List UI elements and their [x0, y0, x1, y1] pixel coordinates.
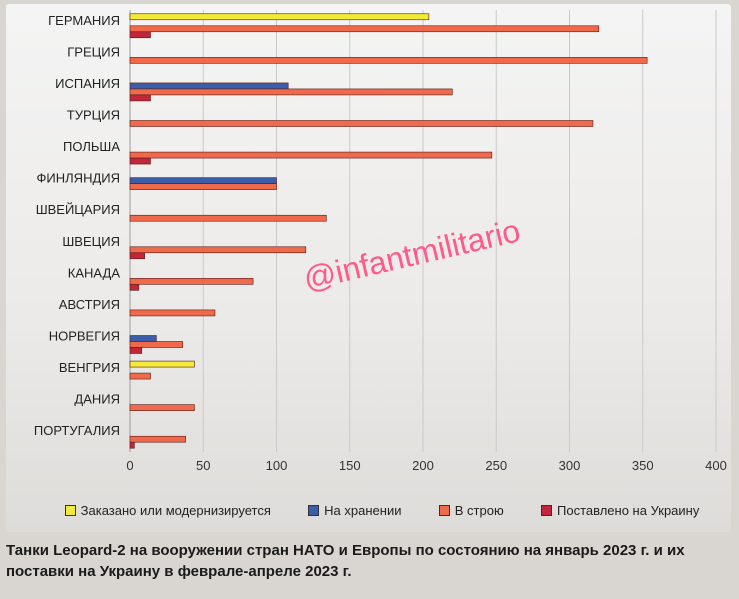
bar	[129, 278, 254, 285]
x-tick-label: 200	[412, 458, 434, 473]
x-tick-label: 100	[266, 458, 288, 473]
x-tick-label: 400	[705, 458, 727, 473]
bar	[129, 214, 327, 222]
legend-item: Заказано или модернизируется	[64, 502, 271, 518]
x-tick-label: 150	[339, 458, 361, 473]
category-label: ФИНЛЯНДИЯ	[37, 171, 120, 186]
bar	[129, 309, 216, 317]
bar	[129, 441, 135, 449]
category-label: ГРЕЦИЯ	[67, 44, 120, 59]
legend-swatch	[541, 504, 552, 516]
legend-item: На хранении	[308, 503, 401, 518]
bar	[129, 347, 143, 354]
category-label: ВЕНГРИЯ	[59, 360, 120, 375]
category-label: ИСПАНИЯ	[55, 76, 120, 91]
bar	[129, 157, 151, 165]
category-label: ГЕРМАНИЯ	[48, 13, 120, 28]
bar-chart: 0 50 100 150 200 250 300 350 400 ГЕРМАНИЯ ГРЕЦИЯ ИС…	[34, 10, 727, 473]
legend: Заказано или модернизируется На хранении В…	[46, 494, 718, 526]
category-label: ПОЛЬША	[63, 139, 120, 154]
chart-panel: 0 50 100 150 200 250 300 350 400 ГЕРМАНИЯ ГРЕЦИЯ ИС…	[6, 4, 731, 532]
legend-label: На хранении	[324, 502, 402, 518]
bar	[129, 31, 151, 39]
legend-item: Поставлено на Украину	[541, 503, 699, 518]
legend-label: В строю	[454, 502, 504, 518]
bar	[129, 177, 277, 184]
bar	[129, 88, 453, 96]
figure-caption: Танки Leopard-2 на вооружении стран НАТО…	[6, 542, 685, 580]
bar	[129, 151, 493, 159]
category-label: НОРВЕГИЯ	[49, 329, 120, 344]
bar	[129, 183, 277, 190]
bar	[129, 404, 195, 411]
bar	[129, 246, 307, 254]
bar	[129, 435, 186, 443]
x-tick-label: 300	[559, 458, 581, 473]
bar	[129, 252, 145, 260]
x-tick-label: 350	[632, 458, 654, 473]
legend-swatch	[308, 504, 320, 516]
category-label: ТУРЦИЯ	[67, 108, 120, 123]
category-label: ШВЕЦИЯ	[62, 234, 120, 249]
bar	[129, 120, 594, 127]
legend-swatch	[438, 504, 450, 516]
legend-label: Поставлено на Украину	[557, 502, 700, 518]
category-label: ШВЕЙЦАРИЯ	[36, 202, 120, 217]
x-tick-label: 50	[196, 458, 210, 473]
bar	[129, 94, 151, 102]
bar	[129, 341, 184, 348]
bar	[129, 57, 648, 64]
bar	[129, 25, 600, 33]
x-tick-label: 250	[485, 458, 507, 473]
legend-label: Заказано или модернизируется	[80, 502, 271, 518]
category-label: ПОРТУГАЛИЯ	[34, 423, 120, 438]
x-tick-label: 0	[126, 458, 133, 473]
legend-swatch	[64, 504, 76, 516]
bar	[129, 360, 195, 368]
category-label: КАНАДА	[68, 265, 121, 280]
bar	[129, 335, 157, 342]
bar	[129, 82, 289, 90]
bar	[129, 284, 140, 291]
bar	[129, 372, 151, 380]
bar	[129, 13, 430, 21]
category-label: ДАНИЯ	[74, 392, 120, 407]
category-label: АВСТРИЯ	[59, 297, 120, 312]
legend-item: В строю	[438, 502, 504, 518]
